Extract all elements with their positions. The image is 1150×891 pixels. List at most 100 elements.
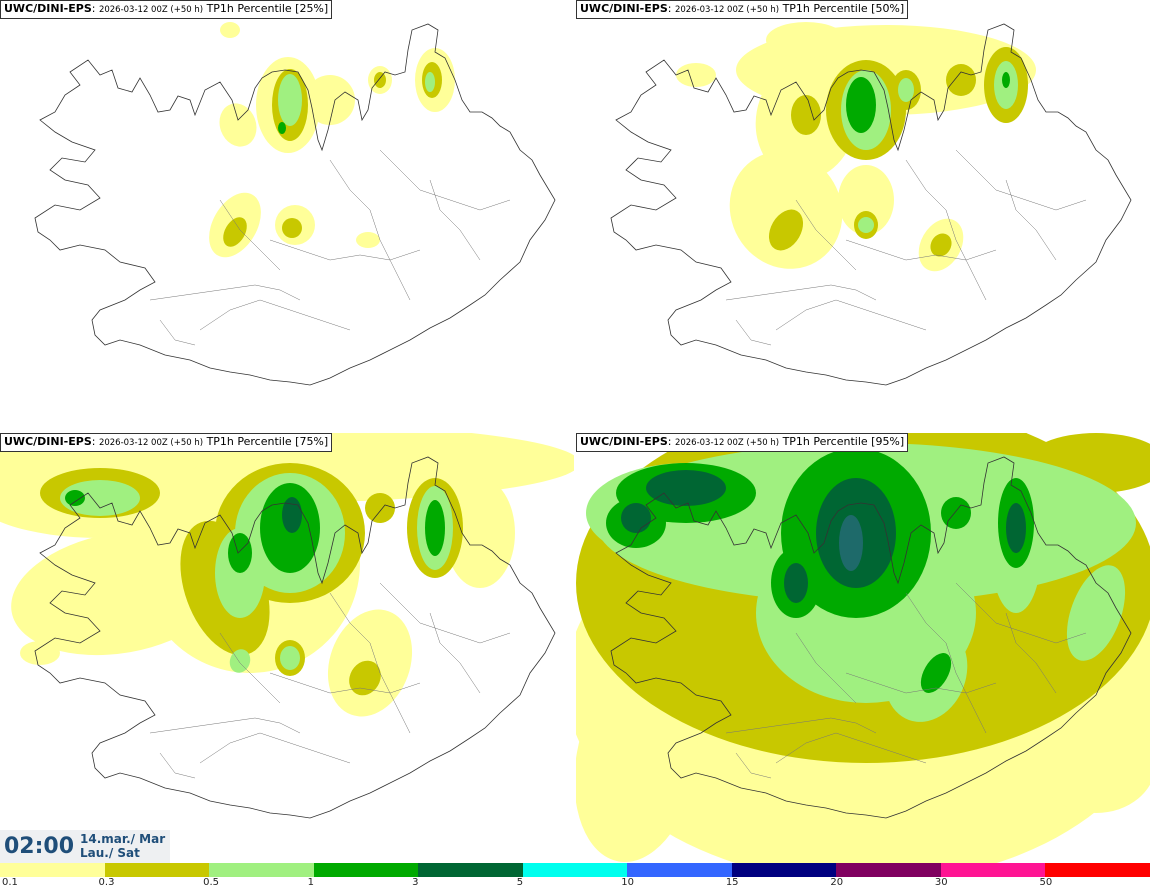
precip-contour	[374, 72, 386, 88]
precip-contour	[886, 498, 926, 548]
precip-contour	[425, 500, 445, 556]
boundary-line	[149, 284, 301, 301]
boundary-line	[775, 299, 927, 331]
precip-contour	[278, 74, 302, 126]
coastline	[610, 23, 1132, 386]
boundary-line	[955, 582, 1087, 644]
precip-contour	[220, 22, 240, 38]
boundary-line	[735, 319, 772, 346]
valid-date: 14.mar./ Mar Lau./ Sat	[80, 832, 165, 860]
boundary-line	[905, 592, 987, 734]
valid-date-line2: Lau./ Sat	[80, 846, 140, 860]
boundary-line	[429, 612, 481, 694]
map-panel-p50: UWC/DINI-EPS: 2026-03-12 00Z (+50 h) TP1…	[576, 0, 1150, 430]
boundary-line	[159, 752, 196, 779]
precip-contour	[838, 165, 894, 235]
colorbar-tick-label: 10	[621, 877, 634, 888]
map-panel-p75: UWC/DINI-EPS: 2026-03-12 00Z (+50 h) TP1…	[0, 433, 574, 863]
precip-contour	[920, 653, 952, 693]
precip-contour	[425, 72, 435, 92]
map-panel-p95: UWC/DINI-EPS: 2026-03-12 00Z (+50 h) TP1…	[576, 433, 1150, 863]
precip-contour	[228, 533, 252, 573]
boundary-line	[725, 717, 877, 734]
colorbar-swatch	[1045, 863, 1150, 877]
colorbar-swatch	[627, 863, 733, 877]
precip-contour	[768, 209, 804, 251]
colorbar-swatch	[0, 863, 106, 877]
precip-contour	[65, 490, 85, 506]
colorbar-tick-label: 3	[412, 877, 419, 888]
colorbar-tick-label: 30	[934, 877, 948, 888]
panel-title: UWC/DINI-EPS: 2026-03-12 00Z (+50 h) TP1…	[576, 433, 909, 452]
colorbar	[0, 863, 1150, 877]
boundary-line	[795, 199, 857, 271]
precip-contour	[223, 217, 247, 247]
colorbar-swatch	[731, 863, 837, 877]
colorbar-tick-label: 20	[830, 877, 844, 888]
precip-contour	[365, 493, 395, 523]
coastline	[34, 23, 556, 386]
precip-contour	[839, 515, 863, 571]
colorbar-tick-label: 1	[307, 877, 314, 888]
colorbar-swatch	[836, 863, 942, 877]
boundary-line	[775, 732, 927, 764]
boundary-line	[735, 752, 772, 779]
precip-contour	[784, 563, 808, 603]
colorbar-swatch	[209, 863, 315, 877]
precipitation-map	[610, 22, 1132, 386]
precip-contour	[1066, 565, 1126, 661]
panel-title: UWC/DINI-EPS: 2026-03-12 00Z (+50 h) TP1…	[576, 0, 909, 19]
boundary-line	[845, 672, 997, 694]
precipitation-map	[0, 433, 574, 819]
colorbar-tick-label: 5	[516, 877, 524, 888]
precip-contour	[1006, 503, 1026, 553]
map-panel-p25: UWC/DINI-EPS: 2026-03-12 00Z (+50 h) TP1…	[0, 0, 574, 430]
precipitation-map	[34, 22, 556, 386]
precip-contour	[621, 503, 651, 533]
valid-time: 02:00	[4, 834, 75, 859]
boundary-line	[269, 239, 421, 261]
valid-time-box: 02:00 14.mar./ Mar Lau./ Sat	[0, 830, 170, 863]
valid-date-line1: 14.mar./ Mar	[80, 832, 166, 846]
precip-contour	[729, 151, 843, 269]
panel-title: UWC/DINI-EPS: 2026-03-12 00Z (+50 h) TP1…	[0, 0, 333, 19]
precip-contour	[20, 641, 60, 665]
precip-contour	[349, 660, 381, 696]
colorbar-tick-label: 0.5	[203, 877, 219, 888]
boundary-line	[795, 632, 857, 704]
precip-contour	[282, 218, 302, 238]
precip-contour	[445, 478, 515, 588]
boundary-line	[329, 592, 411, 734]
boundary-line	[955, 149, 1087, 211]
colorbar-tick-label: 15	[725, 877, 739, 888]
boundary-line	[1005, 179, 1057, 261]
precip-contour	[60, 480, 140, 516]
coastline	[34, 456, 556, 819]
boundary-line	[329, 159, 411, 301]
boundary-line	[199, 732, 351, 764]
boundary-line	[725, 284, 877, 301]
colorbar-swatch	[522, 863, 628, 877]
colorbar-tick-label: 0.3	[98, 877, 115, 888]
colorbar-swatch	[313, 863, 419, 877]
boundary-line	[149, 717, 301, 734]
panel-title: UWC/DINI-EPS: 2026-03-12 00Z (+50 h) TP1…	[0, 433, 333, 452]
precip-contour	[846, 77, 876, 133]
boundary-line	[379, 582, 511, 644]
boundary-line	[845, 239, 997, 261]
precip-contour	[946, 64, 976, 96]
precip-contour	[766, 22, 846, 58]
boundary-line	[159, 319, 196, 346]
boundary-line	[199, 299, 351, 331]
precip-contour	[1036, 713, 1150, 813]
precip-contour	[941, 497, 971, 529]
precip-contour	[791, 95, 821, 135]
boundary-line	[379, 149, 511, 211]
boundary-line	[269, 672, 421, 694]
precip-contour	[282, 497, 302, 533]
colorbar-swatch	[940, 863, 1046, 877]
colorbar-swatch	[418, 863, 524, 877]
boundary-line	[905, 159, 987, 301]
colorbar-swatch	[104, 863, 210, 877]
boundary-line	[219, 632, 281, 704]
